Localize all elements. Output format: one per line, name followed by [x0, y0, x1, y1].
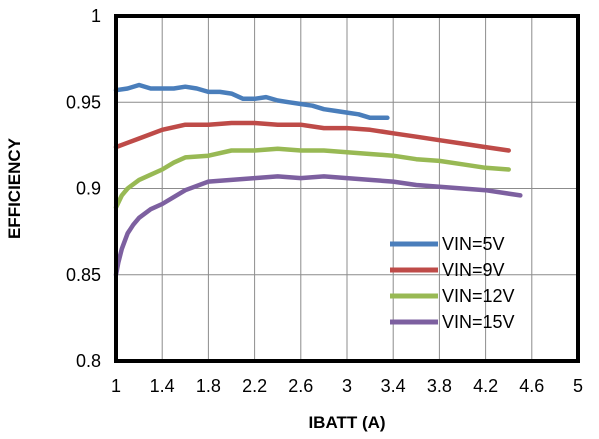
legend-label: VIN=9V: [442, 260, 505, 280]
series-line: [113, 82, 390, 121]
x-axis-title: IBATT (A): [308, 413, 385, 432]
legend-label: VIN=5V: [442, 234, 505, 254]
x-tick-labels: 1 1.4 1.8 2.2 2.6 3 3.4 3.8 4.2 4.6 5: [111, 376, 583, 396]
x-tick-label: 3.8: [427, 376, 452, 396]
x-tick-label: 4.6: [519, 376, 544, 396]
y-tick-labels: 0.8 0.85 0.9 0.95 1: [66, 6, 101, 371]
legend-label: VIN=15V: [442, 312, 515, 332]
y-tick-label: 0.9: [76, 179, 101, 199]
x-tick-label: 4.2: [473, 376, 498, 396]
x-tick-label: 1: [111, 376, 121, 396]
series-line: [113, 146, 511, 210]
series-lines: [113, 82, 523, 278]
x-tick-label: 1.8: [196, 376, 221, 396]
legend-label: VIN=12V: [442, 286, 515, 306]
y-tick-label: 1: [91, 6, 101, 26]
y-tick-label: 0.8: [76, 351, 101, 371]
y-tick-label: 0.85: [66, 265, 101, 285]
plot-area-frame: [114, 14, 580, 363]
x-tick-label: 3: [342, 376, 352, 396]
y-tick-label: 0.95: [66, 92, 101, 112]
y-axis-title: EFFICIENCY: [5, 137, 24, 239]
x-tick-label: 3.4: [381, 376, 406, 396]
x-tick-label: 1.4: [150, 376, 175, 396]
x-tick-label: 2.2: [242, 376, 267, 396]
series-line: [113, 174, 523, 278]
x-tick-label: 2.6: [288, 376, 313, 396]
series-line: [113, 120, 511, 153]
legend: VIN=5V VIN=9V VIN=12V VIN=15V: [390, 234, 515, 332]
x-tick-label: 5: [573, 376, 583, 396]
